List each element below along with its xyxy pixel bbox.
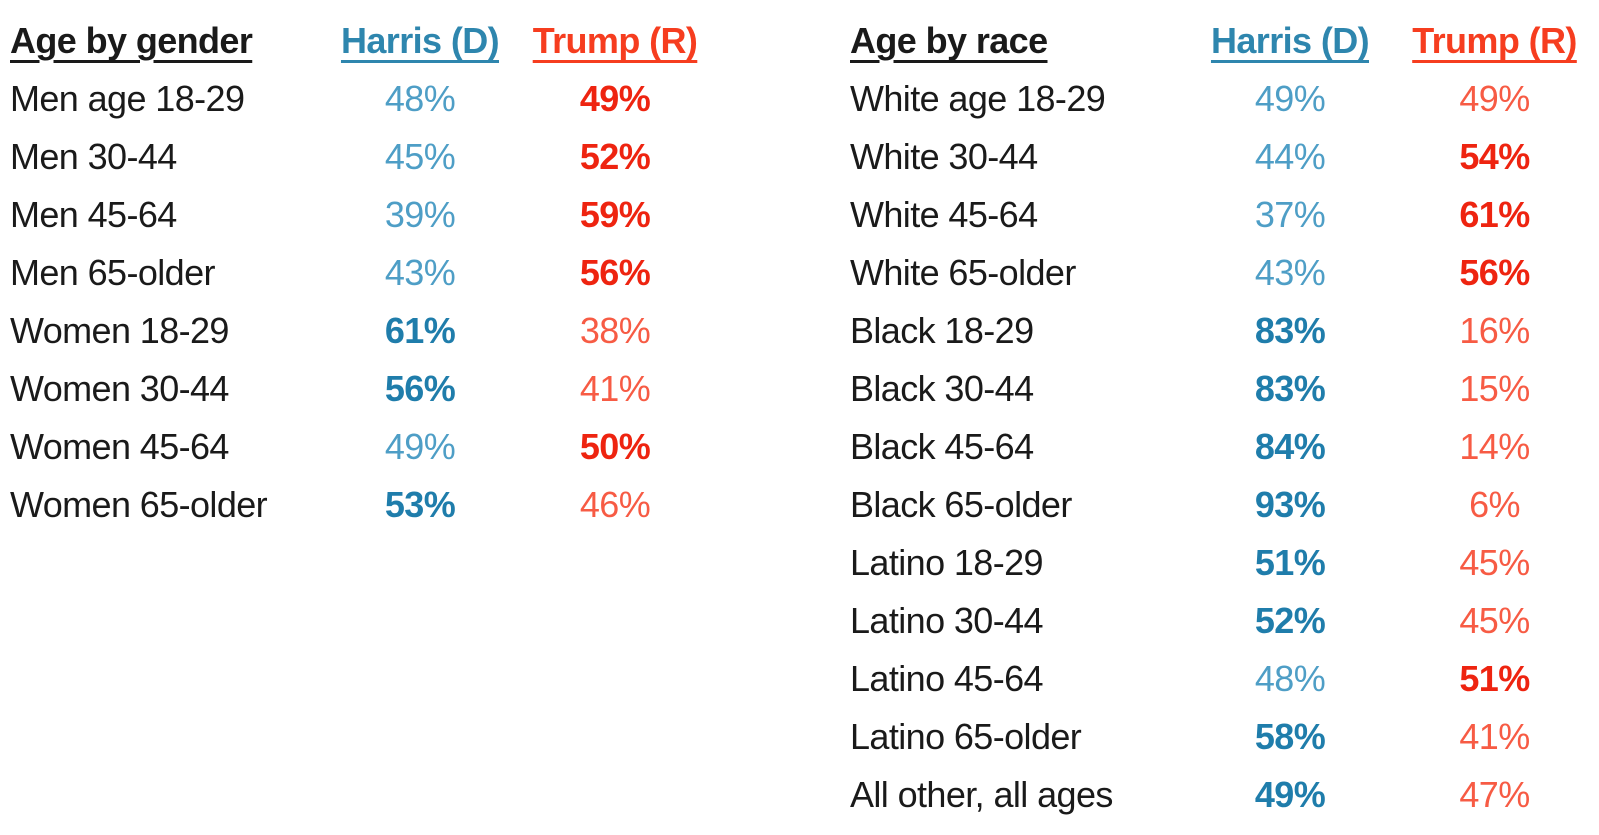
age-by-gender-table: Age by gender Harris (D) Trump (R) Men a… [10,12,720,534]
trump-value: 41% [579,368,651,409]
table-row: White age 18-29 49% 49% [850,70,1599,128]
harris-value: 53% [384,484,456,525]
table-row: White 65-older 43% 56% [850,244,1599,302]
trump-value: 56% [579,252,651,293]
row-label: Latino 18-29 [850,542,1044,583]
table-row: Latino 65-older 58% 41% [850,708,1599,766]
harris-value: 48% [384,78,456,119]
table-header-row: Age by gender Harris (D) Trump (R) [10,12,720,70]
trump-value: 16% [1459,310,1530,351]
trump-value: 15% [1459,368,1530,409]
table-row: Black 30-44 83% 15% [850,360,1599,418]
table-row: All other, all ages 49% 47% [850,766,1599,824]
trump-value: 14% [1459,426,1530,467]
row-label: Men 45-64 [10,194,177,235]
trump-value: 52% [579,136,651,177]
harris-value: 84% [1254,426,1326,467]
age-by-race-table: Age by race Harris (D) Trump (R) White a… [850,12,1599,824]
table-row: Black 65-older 93% 6% [850,476,1599,534]
trump-value: 47% [1459,774,1530,815]
table-row: Black 18-29 83% 16% [850,302,1599,360]
row-label: White 30-44 [850,136,1038,177]
harris-value: 37% [1254,194,1326,235]
table-row: Men 45-64 39% 59% [10,186,720,244]
trump-value: 61% [1459,194,1530,235]
harris-value: 56% [384,368,456,409]
harris-value: 52% [1254,600,1326,641]
table-header-row: Age by race Harris (D) Trump (R) [850,12,1599,70]
row-label: White 45-64 [850,194,1038,235]
row-label: White age 18-29 [850,78,1106,119]
table-row: Women 18-29 61% 38% [10,302,720,360]
row-label: Latino 30-44 [850,600,1044,641]
table-row: Black 45-64 84% 14% [850,418,1599,476]
row-label: Men 65-older [10,252,216,293]
row-label: Men 30-44 [10,136,177,177]
table-title: Age by race [850,20,1048,61]
trump-value: 50% [579,426,651,467]
table-row: Women 65-older 53% 46% [10,476,720,534]
table-row: Men 30-44 45% 52% [10,128,720,186]
row-label: All other, all ages [850,774,1113,815]
row-label: Women 30-44 [10,368,229,409]
harris-value: 39% [384,194,456,235]
table-body: White age 18-29 49% 49% White 30-44 44% 54% Wh… [850,70,1599,824]
table-row: Latino 18-29 51% 45% [850,534,1599,592]
table-row: Women 30-44 56% 41% [10,360,720,418]
trump-value: 45% [1459,542,1530,583]
harris-value: 61% [384,310,456,351]
table-row: White 30-44 44% 54% [850,128,1599,186]
row-label: Black 45-64 [850,426,1034,467]
trump-value: 46% [579,484,651,525]
trump-value: 59% [579,194,651,235]
harris-value: 93% [1254,484,1326,525]
trump-value: 6% [1469,484,1520,525]
table-row: Men 65-older 43% 56% [10,244,720,302]
table-body: Men age 18-29 48% 49% Men 30-44 45% 52% Men 45… [10,70,720,534]
row-label: Women 65-older [10,484,268,525]
harris-value: 48% [1254,658,1326,699]
harris-column-header: Harris (D) [340,20,500,61]
row-label: Women 45-64 [10,426,229,467]
row-label: Latino 45-64 [850,658,1044,699]
trump-value: 54% [1459,136,1530,177]
trump-value: 51% [1459,658,1530,699]
harris-value: 43% [1254,252,1326,293]
harris-value: 83% [1254,368,1326,409]
row-label: Black 65-older [850,484,1072,525]
trump-value: 49% [1459,78,1530,119]
harris-value: 43% [384,252,456,293]
table-title: Age by gender [10,20,253,61]
harris-value: 83% [1254,310,1326,351]
trump-value: 49% [579,78,651,119]
row-label: Men age 18-29 [10,78,245,119]
harris-value: 49% [1254,774,1326,815]
table-row: Men age 18-29 48% 49% [10,70,720,128]
harris-column-header: Harris (D) [1210,20,1370,61]
row-label: White 65-older [850,252,1076,293]
trump-value: 45% [1459,600,1530,641]
harris-value: 51% [1254,542,1326,583]
trump-value: 38% [579,310,651,351]
table-row: Latino 45-64 48% 51% [850,650,1599,708]
trump-column-header: Trump (R) [532,20,698,61]
row-label: Black 18-29 [850,310,1034,351]
row-label: Black 30-44 [850,368,1034,409]
table-row: Women 45-64 49% 50% [10,418,720,476]
row-label: Women 18-29 [10,310,229,351]
harris-value: 49% [1254,78,1326,119]
trump-value: 56% [1459,252,1530,293]
trump-column-header: Trump (R) [1412,20,1577,61]
harris-value: 45% [384,136,456,177]
harris-value: 49% [384,426,456,467]
row-label: Latino 65-older [850,716,1082,757]
table-row: Latino 30-44 52% 45% [850,592,1599,650]
trump-value: 41% [1459,716,1530,757]
table-row: White 45-64 37% 61% [850,186,1599,244]
harris-value: 44% [1254,136,1326,177]
harris-value: 58% [1254,716,1326,757]
